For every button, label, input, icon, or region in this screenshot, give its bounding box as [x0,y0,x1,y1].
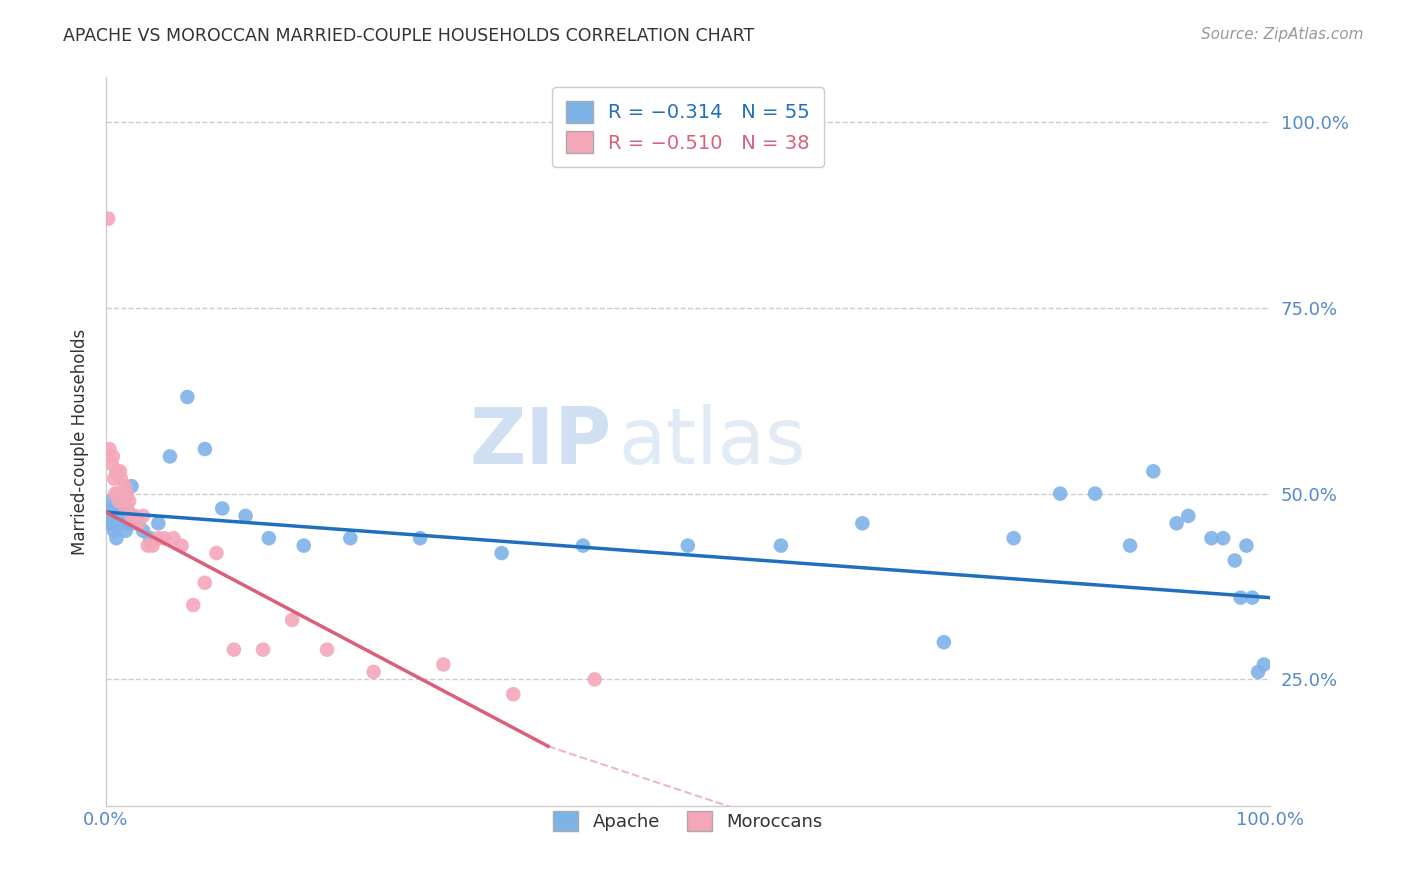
Point [339,531,361,545]
Point [101,450,124,464]
Point [114,524,136,538]
Point [112,494,135,508]
Text: APACHE VS MOROCCAN MARRIED-COUPLE HOUSEHOLDS CORRELATION CHART: APACHE VS MOROCCAN MARRIED-COUPLE HOUSEH… [63,27,755,45]
Point [105,464,128,478]
Point [136,539,159,553]
Point [1212,531,1234,545]
Point [107,501,129,516]
Point [115,501,138,516]
Point [100,457,122,471]
Point [235,508,257,523]
Point [124,508,146,523]
Point [139,531,162,545]
Point [118,508,141,523]
Point [281,613,304,627]
Point [114,508,136,523]
Point [316,642,339,657]
Point [176,390,198,404]
Point [110,472,132,486]
Point [194,442,217,456]
Point [117,516,139,531]
Point [159,450,181,464]
Point [104,486,127,500]
Point [121,508,143,523]
Point [132,524,155,538]
Point [502,687,524,701]
Point [107,494,129,508]
Point [98,508,121,523]
Point [851,516,873,531]
Point [108,508,131,523]
Point [769,539,792,553]
Point [1166,516,1188,531]
Point [1142,464,1164,478]
Point [114,479,136,493]
Point [118,494,141,508]
Point [98,442,121,456]
Point [107,516,129,531]
Point [1253,657,1275,672]
Point [103,524,125,538]
Text: Source: ZipAtlas.com: Source: ZipAtlas.com [1201,27,1364,42]
Point [111,501,134,516]
Point [103,472,125,486]
Point [162,531,184,545]
Point [181,598,204,612]
Point [1049,486,1071,500]
Point [1229,591,1251,605]
Point [491,546,513,560]
Point [252,642,274,657]
Point [409,531,432,545]
Point [1177,508,1199,523]
Point [932,635,955,649]
Point [111,486,134,500]
Point [205,546,228,560]
Point [194,575,217,590]
Point [222,642,245,657]
Legend: Apache, Moroccans: Apache, Moroccans [540,797,835,844]
Point [148,516,170,531]
Point [128,516,150,531]
Point [100,501,122,516]
Point [124,516,146,531]
Text: atlas: atlas [619,403,806,480]
Point [170,539,193,553]
Point [141,539,163,553]
Point [115,486,138,500]
Point [128,516,150,531]
Point [104,508,127,523]
Point [100,494,122,508]
Point [1236,539,1258,553]
Point [583,673,606,687]
Point [1241,591,1264,605]
Point [1201,531,1223,545]
Point [97,516,120,531]
Point [1119,539,1142,553]
Point [105,531,128,545]
Point [114,501,136,516]
Point [112,494,135,508]
Point [572,539,595,553]
Point [363,665,385,679]
Point [97,211,120,226]
Point [108,464,131,478]
Text: ZIP: ZIP [470,403,612,480]
Point [1223,553,1246,567]
Point [676,539,699,553]
Point [1002,531,1025,545]
Point [153,531,176,545]
Point [107,486,129,500]
Point [121,479,143,493]
Point [292,539,315,553]
Point [110,516,132,531]
Point [432,657,454,672]
Point [1084,486,1107,500]
Point [101,516,124,531]
Point [148,531,170,545]
Y-axis label: Married-couple Households: Married-couple Households [72,328,89,555]
Point [132,508,155,523]
Point [1247,665,1270,679]
Point [257,531,280,545]
Point [211,501,233,516]
